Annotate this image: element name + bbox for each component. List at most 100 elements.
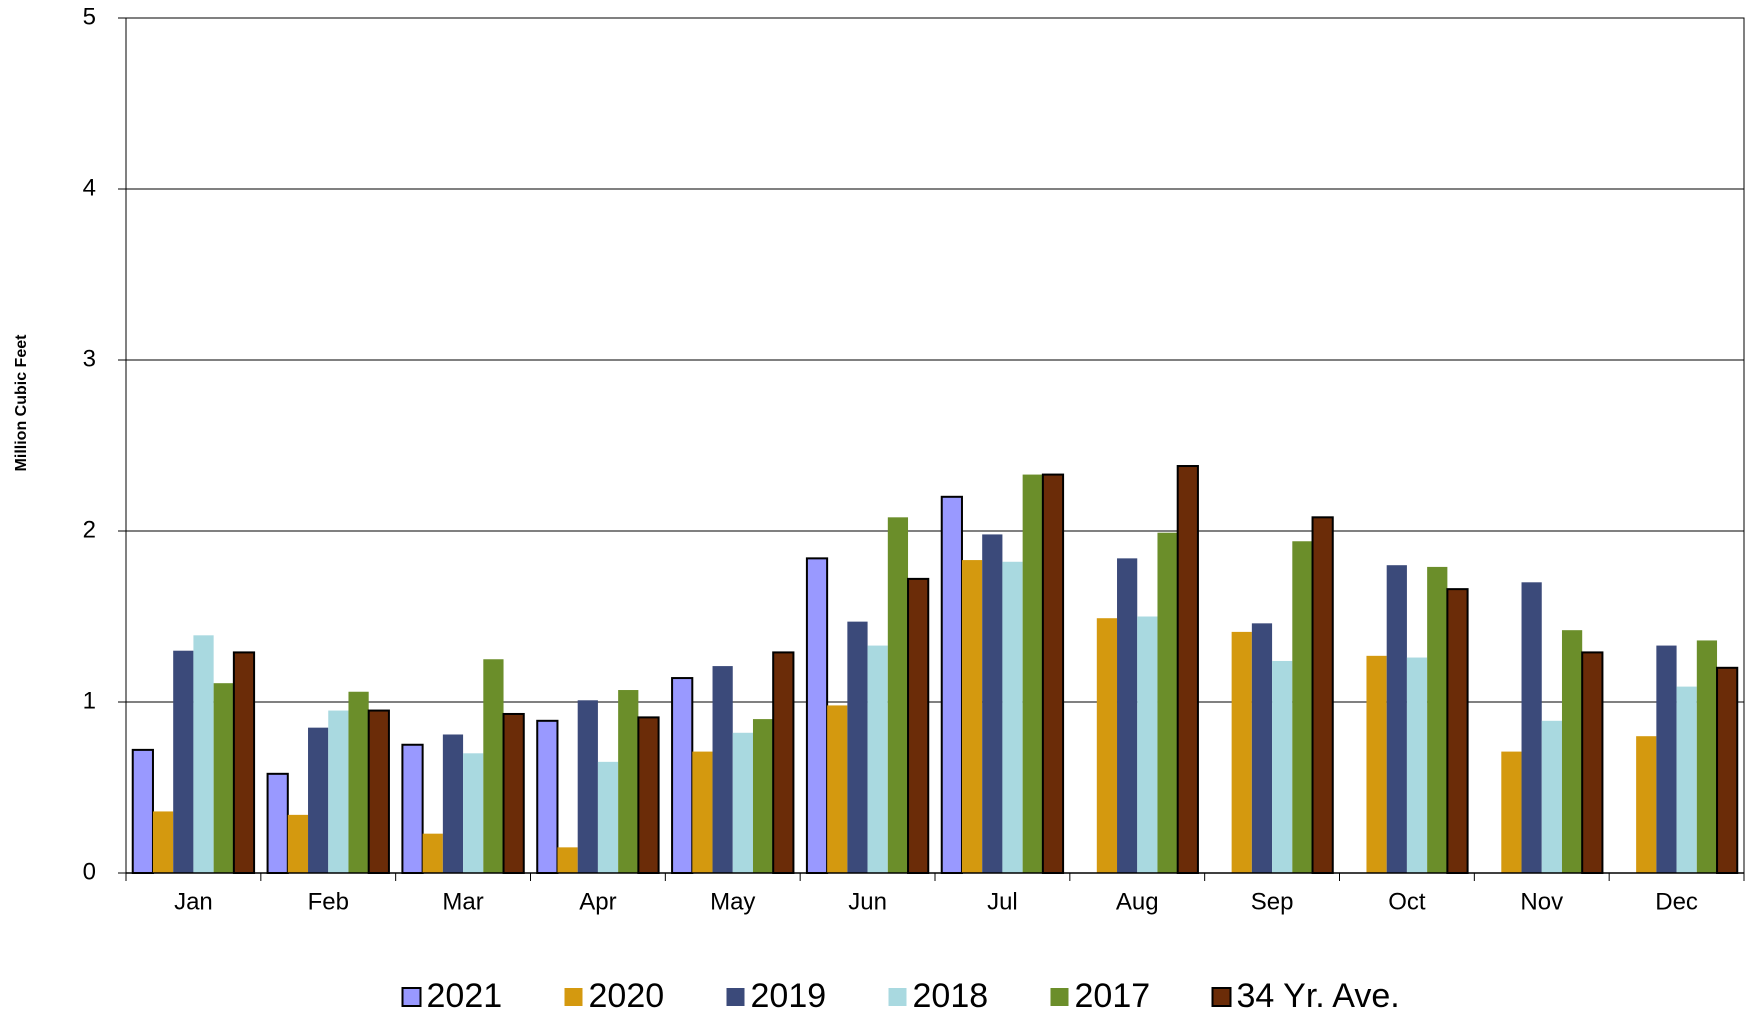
bar: [483, 659, 504, 873]
bar: [536, 719, 559, 874]
legend-label: 2018: [913, 977, 989, 1015]
legend-label: 2020: [589, 977, 665, 1015]
legend-swatch: [1211, 987, 1232, 1007]
bar: [1541, 720, 1562, 873]
y-tick-label: 2: [83, 516, 96, 543]
bar: [152, 811, 174, 873]
bar: [1446, 588, 1469, 874]
bar: [1231, 631, 1252, 873]
bar: [557, 847, 578, 873]
bar: [940, 495, 963, 874]
bar: [131, 748, 154, 875]
x-tick-label: Dec: [1655, 888, 1698, 915]
bar: [173, 650, 194, 873]
bar: [1696, 640, 1718, 873]
bar: [772, 651, 795, 874]
legend-label: 2019: [751, 977, 827, 1015]
bar: [867, 645, 888, 873]
bar: [732, 732, 753, 873]
bar: [1176, 465, 1199, 874]
bar: [1406, 657, 1428, 873]
bar: [193, 635, 214, 873]
bar: [308, 727, 329, 873]
bar: [1157, 532, 1178, 873]
x-tick-label: Apr: [579, 888, 616, 915]
x-tick-label: Nov: [1520, 888, 1563, 915]
x-tick-label: Oct: [1388, 888, 1426, 915]
legend-label: 2021: [427, 977, 503, 1015]
bar: [1041, 473, 1065, 874]
bar: [637, 716, 660, 875]
bar: [1716, 666, 1739, 874]
bar: [827, 705, 848, 873]
bar: [752, 719, 774, 873]
bar: [232, 651, 256, 874]
bar: [367, 709, 390, 874]
y-tick-label: 0: [83, 858, 96, 885]
bar: [847, 621, 868, 873]
legend-label: 34 Yr. Ave.: [1237, 977, 1400, 1015]
y-tick-label: 4: [83, 174, 96, 201]
y-tick-label: 5: [83, 3, 96, 30]
bar: [1137, 616, 1158, 873]
y-tick-label: 3: [83, 345, 96, 372]
bar: [1366, 655, 1387, 873]
bar: [887, 517, 909, 873]
plot-area: [125, 17, 1745, 874]
x-tick-label: Jun: [848, 888, 887, 915]
x-tick-label: Jul: [987, 888, 1018, 915]
legend-swatch: [888, 988, 907, 1006]
bar: [1676, 686, 1697, 873]
bar: [597, 761, 619, 873]
bar: [1521, 582, 1542, 873]
bar: [577, 700, 598, 873]
bar: [961, 560, 983, 873]
bar: [671, 677, 694, 874]
x-tick-label: May: [710, 888, 755, 915]
x-tick-label: Feb: [308, 888, 349, 915]
legend-label: 2017: [1075, 977, 1151, 1015]
bar: [1292, 541, 1313, 873]
bar: [213, 683, 234, 873]
bar: [328, 710, 349, 873]
bar: [266, 772, 289, 875]
bar: [1096, 618, 1118, 873]
bar: [1251, 623, 1273, 873]
bar: [805, 557, 829, 874]
bar: [422, 833, 443, 873]
bar: [907, 577, 930, 874]
x-tick-label: Aug: [1116, 888, 1159, 915]
x-tick-label: Sep: [1251, 888, 1294, 915]
legend-swatch: [1050, 988, 1069, 1006]
bar: [618, 690, 639, 873]
bar: [1117, 558, 1138, 873]
bar: [712, 666, 733, 873]
bar: [1002, 561, 1023, 873]
y-tick-label: 1: [83, 687, 96, 714]
bar: [1581, 651, 1604, 874]
y-axis-label: Million Cubic Feet: [13, 334, 30, 472]
x-tick-label: Mar: [442, 888, 483, 915]
bar: [1272, 660, 1293, 873]
bar: [1501, 751, 1522, 873]
bar: [287, 814, 309, 873]
bar: [1311, 516, 1334, 874]
bar: [442, 734, 464, 873]
bar: [348, 691, 369, 873]
legend-swatch: [726, 988, 745, 1006]
bar: [401, 743, 424, 874]
legend-swatch: [401, 987, 422, 1007]
bar: [502, 712, 525, 874]
bar: [1656, 645, 1677, 873]
bar: [1022, 474, 1043, 873]
bar: [1386, 565, 1407, 873]
bar: [463, 753, 484, 873]
bar: [692, 751, 713, 873]
x-tick-label: Jan: [174, 888, 213, 915]
legend-swatch: [564, 988, 583, 1006]
bar: [982, 534, 1003, 873]
bar: [1427, 566, 1448, 873]
bar: [1636, 736, 1657, 873]
bar: [1561, 630, 1583, 873]
